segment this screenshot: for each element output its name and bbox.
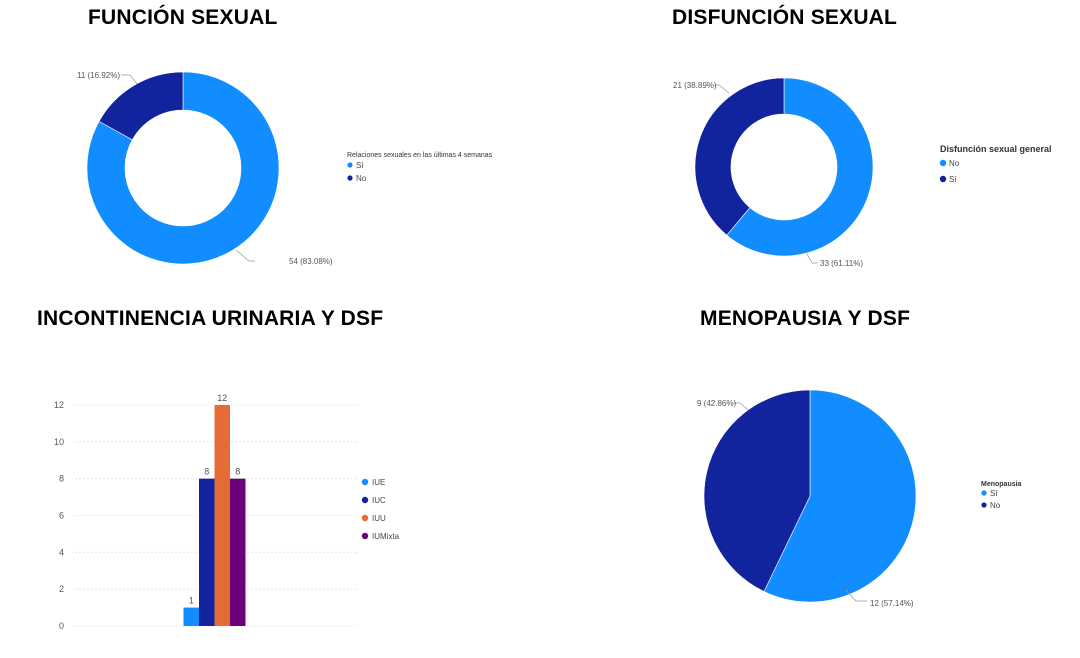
bar-ytick-0: 0 (59, 621, 64, 631)
funcion-legend-label-0: Sí (356, 161, 364, 170)
disfuncion-legend-label-1: Sí (949, 175, 957, 184)
menopausia-slice-1 (703, 389, 811, 592)
bar-legend-marker-IUE (361, 478, 369, 486)
bar-IUU (214, 405, 230, 626)
disfuncion-legend-label-0: No (949, 159, 960, 168)
disfuncion-slice-0 (726, 77, 874, 257)
menopausia-label-leader-0 (845, 589, 867, 602)
bar-value-label-IUE: 1 (189, 596, 194, 606)
bar-legend-label-IUU: IUU (372, 514, 386, 523)
bar-ytick-6: 12 (54, 400, 64, 410)
disfuncion-legend-marker-1 (939, 175, 947, 183)
bar-IUMixta (230, 478, 246, 626)
funcion-data-label-0: 54 (83.08%) (289, 257, 333, 266)
bar-value-label-IUU: 12 (217, 393, 227, 403)
title-funcion-sexual: FUNCIÓN SEXUAL (88, 6, 278, 29)
menopausia-legend-marker-1 (981, 502, 987, 508)
bar-ytick-4: 8 (59, 474, 64, 484)
funcion-legend-title: Relaciones sexuales en las últimas 4 sem… (347, 152, 493, 159)
disfuncion-slice-1 (694, 77, 785, 236)
disfuncion-label-leader-1 (713, 84, 730, 94)
bar-legend-marker-IUU (361, 514, 369, 522)
menopausia-label-leader-1 (732, 402, 749, 411)
funcion-legend-marker-1 (347, 175, 353, 181)
disfuncion-data-label-1: 21 (38.89%) (673, 81, 717, 90)
funcion-legend-label-1: No (356, 174, 367, 183)
funcion-slice-0 (86, 71, 280, 265)
menopausia-legend-label-0: Sí (990, 489, 998, 498)
bar-legend-label-IUMixta: IUMixta (372, 532, 400, 541)
bar-ytick-5: 10 (54, 437, 64, 447)
menopausia-legend-label-1: No (990, 501, 1001, 510)
disfuncion-legend-marker-0 (939, 159, 947, 167)
bar-ytick-3: 6 (59, 511, 64, 521)
menopausia-legend-title: Menopausia (981, 481, 1022, 488)
title-incontinencia: INCONTINENCIA URINARIA Y DSF (37, 307, 384, 330)
bar-ytick-2: 4 (59, 547, 64, 557)
disfuncion-label-leader-0 (805, 251, 818, 264)
funcion-label-leader-0 (235, 249, 255, 262)
menopausia-data-label-0: 12 (57.14%) (870, 599, 914, 608)
bar-IUC (199, 478, 215, 626)
menopausia-slice-0 (763, 389, 917, 603)
funcion-legend-marker-0 (347, 162, 353, 168)
menopausia-data-label-1: 9 (42.86%) (697, 399, 736, 408)
bar-value-label-IUC: 8 (204, 467, 209, 477)
funcion-data-label-1: 11 (16.92%) (77, 71, 120, 80)
title-disfuncion-sexual: DISFUNCIÓN SEXUAL (672, 6, 898, 29)
funcion-slice-1 (98, 71, 184, 141)
disfuncion-legend-title: Disfunción sexual general (940, 144, 1052, 154)
bar-legend-marker-IUC (361, 496, 369, 504)
bar-legend-marker-IUMixta (361, 532, 369, 540)
menopausia-legend-marker-0 (981, 490, 987, 496)
funcion-label-leader-1 (121, 74, 138, 85)
disfuncion-data-label-0: 33 (61.11%) (820, 259, 863, 268)
bar-legend-label-IUE: IUE (372, 478, 385, 487)
bar-IUE (183, 607, 199, 626)
bar-legend-label-IUC: IUC (372, 496, 386, 505)
title-menopausia: MENOPAUSIA Y DSF (700, 307, 911, 330)
bar-value-label-IUMixta: 8 (235, 467, 240, 477)
bar-ytick-1: 2 (59, 584, 64, 594)
